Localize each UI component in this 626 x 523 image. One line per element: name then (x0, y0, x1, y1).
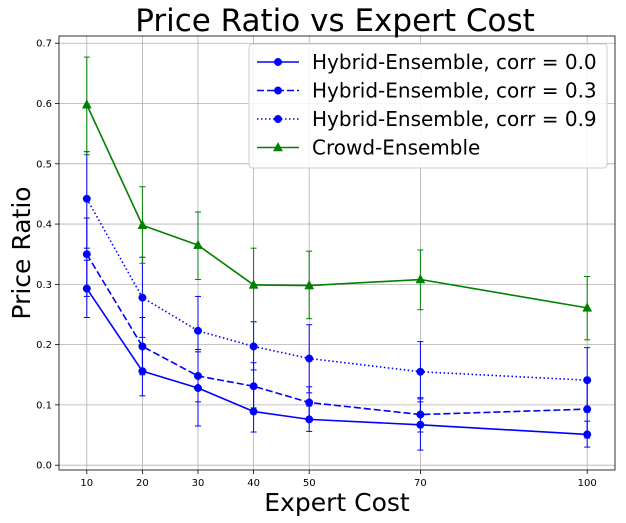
y-tick-label: 0.0 (36, 461, 52, 472)
y-tick-label: 0.3 (36, 280, 52, 291)
series-layer (81, 56, 593, 451)
chart-title: Price Ratio vs Expert Cost (135, 3, 535, 39)
legend-box (248, 43, 608, 169)
data-point (248, 279, 259, 289)
data-point (415, 273, 426, 284)
data-point (194, 326, 202, 335)
data-point (249, 407, 258, 416)
x-tick-label: 100 (578, 478, 597, 489)
data-point (305, 354, 314, 363)
data-point (249, 382, 258, 391)
y-axis-title: Price Ratio (7, 186, 36, 319)
data-point (583, 376, 592, 385)
x-axis-title: Expert Cost (264, 488, 410, 517)
data-point (305, 398, 314, 407)
legend-label: Hybrid-Ensemble, corr = 0.3 (312, 79, 597, 103)
series-2 (82, 151, 592, 413)
legend-marker (274, 58, 282, 66)
data-point (138, 342, 147, 351)
x-tick-label: 70 (414, 478, 427, 489)
data-point (82, 194, 91, 203)
y-tick-label: 0.2 (36, 340, 52, 351)
data-point (137, 219, 148, 230)
y-tick-label: 0.5 (36, 159, 52, 170)
legend-marker (273, 141, 283, 152)
y-tick-label: 0.7 (36, 39, 52, 50)
data-point (416, 367, 425, 376)
data-point (249, 342, 258, 351)
data-point (582, 302, 593, 312)
legend-marker (274, 86, 282, 95)
legend-label: Crowd-Ensemble (312, 136, 480, 160)
plot-frame (58, 35, 616, 471)
legend-marker (274, 115, 282, 123)
legend-label: Hybrid-Ensemble, corr = 0.0 (312, 50, 597, 74)
y-tick-label: 0.1 (36, 400, 52, 411)
series-1 (82, 217, 592, 439)
data-point (193, 239, 203, 249)
x-tick-label: 50 (303, 478, 316, 489)
axis-ticks: 10 20 30 40 50 70 100 0.0 0.1 0.2 0.3 0.4 0.5 0.6 0.7 (36, 39, 597, 489)
series-3 (81, 56, 593, 341)
data-point (304, 280, 315, 290)
data-point (416, 410, 425, 419)
y-tick-label: 0.6 (36, 99, 52, 110)
legend: Hybrid-Ensemble, corr = 0.0 Hybrid-Ensemb… (248, 43, 608, 169)
data-point (81, 99, 92, 109)
legend-label: Hybrid-Ensemble, corr = 0.9 (312, 107, 597, 131)
x-tick-label: 10 (80, 478, 93, 489)
data-point (82, 250, 91, 259)
x-tick-label: 30 (192, 478, 205, 489)
data-point (138, 293, 147, 302)
x-tick-label: 40 (247, 478, 260, 489)
y-tick-label: 0.4 (36, 220, 52, 231)
x-tick-label: 20 (136, 478, 149, 489)
